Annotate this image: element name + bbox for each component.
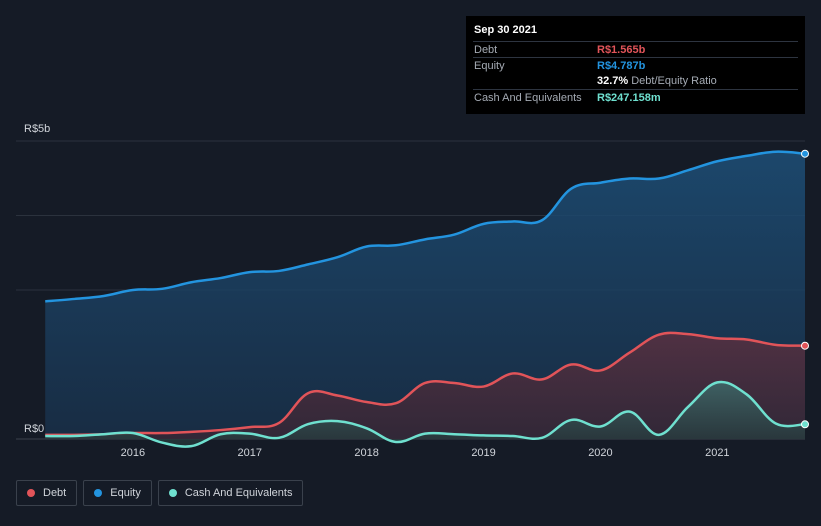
legend-item-equity[interactable]: Equity (83, 480, 152, 506)
cash-end-marker (801, 420, 809, 429)
y-axis-top-label: R$5b (24, 123, 50, 135)
tooltip-equity-value: R$4.787b (597, 60, 646, 72)
debt-end-marker (801, 341, 809, 350)
legend-dot-cash-icon (168, 489, 177, 497)
tooltip-ratio-label: Debt/Equity Ratio (631, 75, 717, 87)
x-tick-label-2017: 2017 (238, 447, 262, 459)
tooltip-row-cash: Cash And Equivalents R$247.158m (473, 89, 798, 105)
debt-line (45, 331, 806, 437)
tooltip-date: Sep 30 2021 (474, 24, 537, 36)
legend-dot-equity-icon (94, 489, 103, 497)
y-axis-bottom-label: R$0 (24, 423, 44, 435)
tooltip-ratio-value: 32.7% (597, 75, 629, 87)
tooltip-debt-label: Debt (474, 44, 498, 56)
cash-area (45, 381, 805, 447)
debt-area (45, 332, 805, 439)
tooltip-equity-label: Equity (474, 60, 505, 72)
x-tick-label-2018: 2018 (354, 447, 378, 459)
legend-label-cash: Cash And Equivalents (184, 487, 293, 499)
legend-label-debt: Debt (43, 487, 67, 499)
equity-line (45, 150, 806, 303)
legend-item-cash[interactable]: Cash And Equivalents (157, 480, 304, 506)
tooltip-cash-value: R$247.158m (597, 92, 661, 104)
x-tick-label-2019: 2019 (471, 447, 495, 459)
tooltip-row-ratio: 32.7% Debt/Equity Ratio (473, 73, 798, 89)
tooltip-row-equity: Equity R$4.787b (473, 57, 798, 73)
equity-end-marker (801, 149, 809, 158)
legend-item-debt[interactable]: Debt (16, 480, 78, 506)
legend-label-equity: Equity (110, 487, 141, 499)
chart-legend: Debt Equity Cash And Equivalents (16, 480, 304, 506)
tooltip-cash-label: Cash And Equivalents (474, 92, 582, 104)
tooltip-row-debt: Debt R$1.565b (473, 41, 798, 57)
tooltip-debt-value: R$1.565b (597, 44, 646, 56)
chart-tooltip: Sep 30 2021 Debt R$1.565b Equity R$4.787… (466, 16, 805, 114)
cash-line (45, 380, 806, 448)
legend-dot-debt-icon (27, 489, 35, 497)
x-tick-label-2021: 2021 (705, 447, 729, 459)
x-tick-label-2020: 2020 (588, 447, 612, 459)
x-tick-label-2016: 2016 (121, 447, 145, 459)
tooltip-ratio-spacer (474, 73, 597, 89)
